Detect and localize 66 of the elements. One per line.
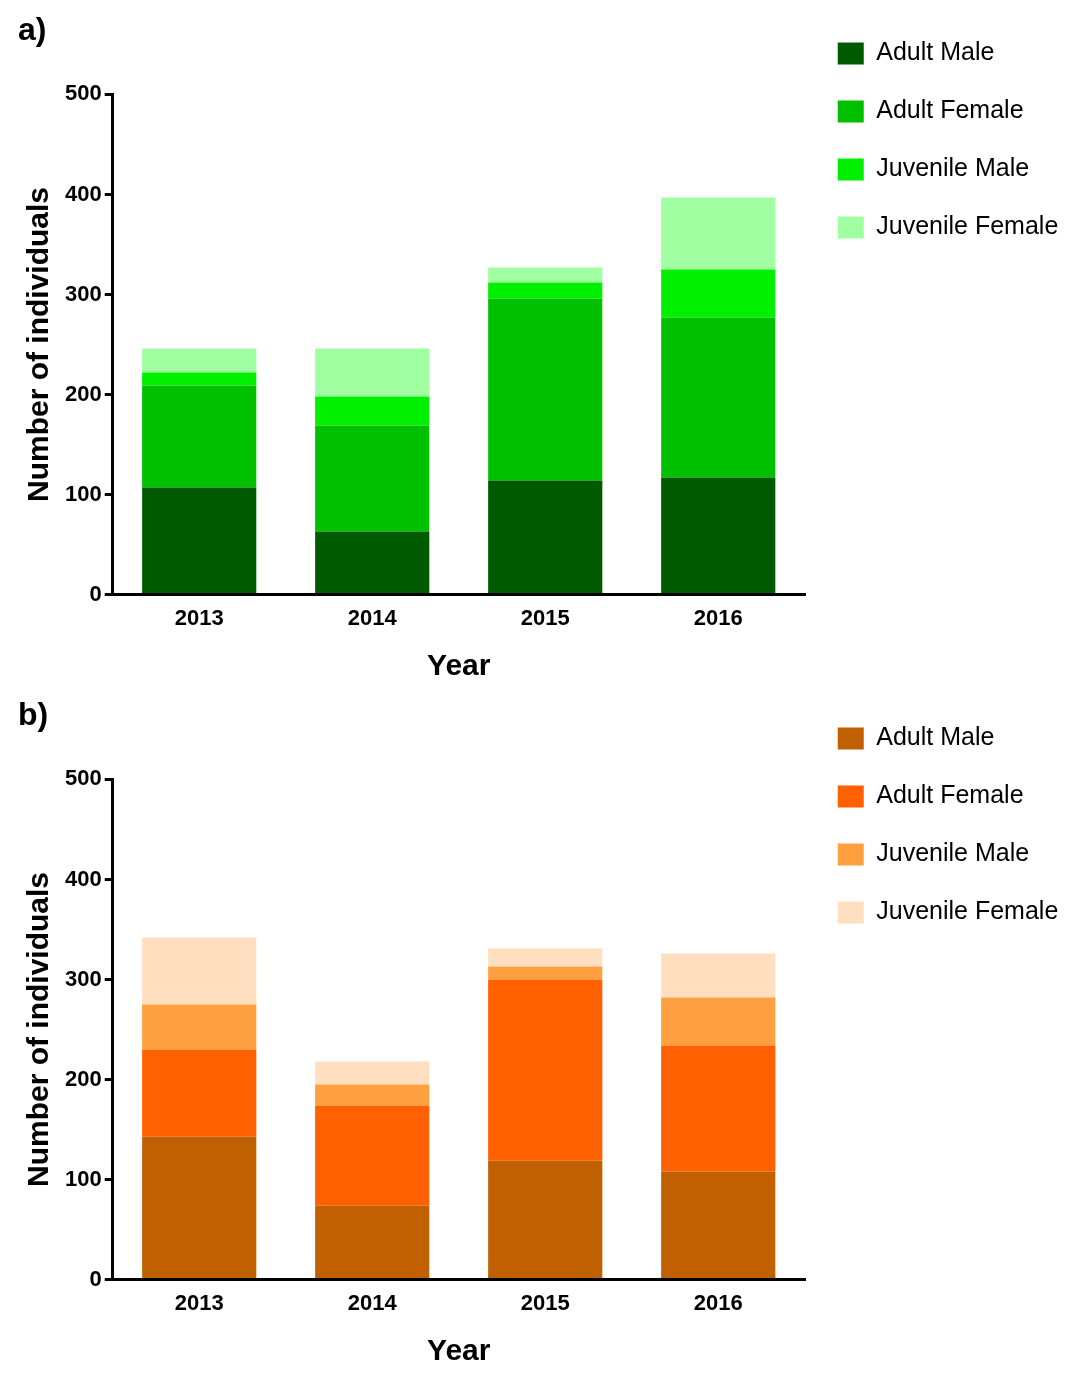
y-tick-label: 300: [64, 280, 102, 306]
x-tick-label: 2013: [174, 1289, 224, 1315]
y-axis-title: Number of individuals: [21, 186, 55, 503]
bar: [315, 1061, 430, 1085]
legend-label: Juvenile Female: [876, 896, 1059, 925]
y-tick-label: 400: [64, 865, 102, 891]
legend-label: Juvenile Female: [876, 211, 1059, 240]
x-tick-label: 2015: [520, 1289, 570, 1315]
x-tick-label: 2015: [520, 604, 570, 630]
bar: [488, 1160, 603, 1279]
x-tick-label: 2014: [347, 604, 398, 630]
y-tick-label: 0: [89, 1265, 102, 1291]
chart-title: b): [18, 696, 49, 733]
bar: [661, 477, 776, 594]
bar: [315, 1105, 430, 1206]
legend-label: Adult Female: [876, 780, 1024, 809]
bar: [315, 1084, 430, 1106]
bar: [661, 317, 776, 478]
x-tick-label: 2016: [693, 1289, 743, 1315]
bar: [661, 997, 776, 1046]
legend-label: Adult Male: [876, 37, 995, 66]
bar: [142, 937, 257, 1005]
bar: [142, 372, 257, 386]
bar: [661, 197, 776, 270]
bar: [488, 298, 603, 481]
bar: [142, 385, 257, 488]
bar: [142, 487, 257, 594]
legend-label: Adult Male: [876, 722, 995, 751]
bar: [661, 1171, 776, 1279]
bar: [488, 966, 603, 980]
y-tick-label: 0: [89, 580, 102, 606]
chart-title: a): [18, 11, 47, 48]
bar: [488, 480, 603, 594]
bar: [142, 348, 257, 373]
y-tick-label: 500: [64, 80, 102, 106]
bar: [315, 396, 430, 426]
bar: [142, 1004, 257, 1050]
bar: [488, 282, 603, 299]
bar: [488, 267, 603, 283]
legend-label: Adult Female: [876, 95, 1024, 124]
x-tick-label: 2013: [174, 604, 224, 630]
bar: [661, 1045, 776, 1172]
y-tick-label: 100: [64, 1165, 102, 1191]
bar: [661, 269, 776, 318]
bar: [315, 425, 430, 532]
y-tick-label: 100: [64, 480, 102, 506]
bar: [315, 531, 430, 594]
bar: [315, 348, 430, 397]
x-axis-title: Year: [427, 1333, 491, 1367]
y-tick-label: 200: [64, 380, 102, 406]
legend-label: Juvenile Male: [876, 838, 1030, 867]
bar: [142, 1049, 257, 1137]
bar: [661, 953, 776, 998]
bar: [488, 979, 603, 1161]
bar: [315, 1205, 430, 1279]
x-tick-label: 2014: [347, 1289, 398, 1315]
y-tick-label: 200: [64, 1065, 102, 1091]
y-axis-title: Number of individuals: [21, 871, 55, 1188]
x-axis-title: Year: [427, 648, 491, 682]
x-tick-label: 2016: [693, 604, 743, 630]
y-tick-label: 500: [64, 765, 102, 791]
legend-label: Juvenile Male: [876, 153, 1030, 182]
bar: [488, 948, 603, 967]
y-tick-label: 300: [64, 965, 102, 991]
y-tick-label: 400: [64, 180, 102, 206]
bar: [142, 1136, 257, 1279]
